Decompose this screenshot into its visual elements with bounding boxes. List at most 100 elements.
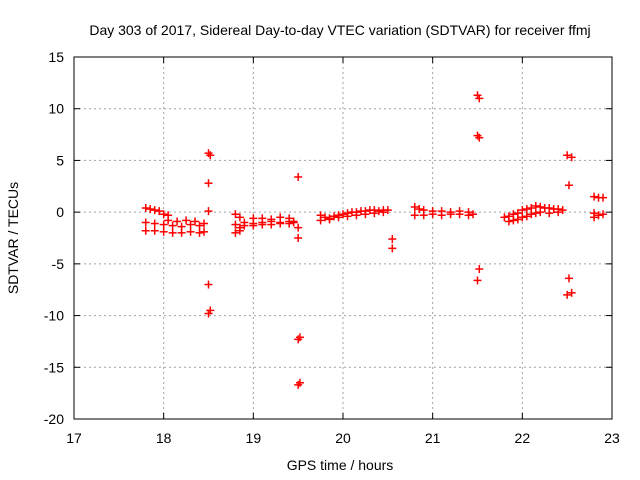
- data-point: [173, 217, 182, 226]
- x-tick-label: 20: [335, 430, 351, 446]
- data-point: [186, 227, 195, 236]
- data-point: [446, 210, 455, 219]
- data-point: [295, 378, 304, 387]
- data-point: [141, 204, 150, 213]
- data-point: [325, 215, 334, 224]
- data-point: [186, 220, 195, 229]
- data-point: [352, 211, 361, 220]
- data-point: [334, 213, 343, 222]
- x-axis-ticks: 17 18 19 20 21 22 23: [66, 57, 620, 446]
- data-point: [249, 214, 258, 223]
- data-point: [204, 179, 213, 188]
- x-tick-label: 18: [156, 430, 172, 446]
- data-point: [590, 213, 599, 222]
- data-points: [141, 91, 608, 389]
- data-point: [159, 227, 168, 236]
- y-tick-label: 0: [56, 204, 64, 220]
- data-point: [343, 212, 352, 221]
- y-tick-label: 5: [56, 152, 64, 168]
- data-point: [231, 228, 240, 237]
- y-tick-label: 10: [48, 101, 64, 117]
- data-point: [370, 209, 379, 218]
- grid-lines: [74, 57, 612, 419]
- data-point: [285, 214, 294, 223]
- data-point: [316, 216, 325, 225]
- data-point: [164, 216, 173, 225]
- data-point: [159, 220, 168, 229]
- data-point: [599, 193, 608, 202]
- data-point: [294, 223, 303, 232]
- data-point: [339, 210, 347, 219]
- data-point: [330, 212, 339, 221]
- data-point: [554, 208, 563, 217]
- data-point: [469, 210, 478, 219]
- data-point: [294, 234, 303, 242]
- data-point: [388, 244, 397, 253]
- data-point: [240, 221, 249, 230]
- data-point: [267, 215, 276, 224]
- y-axis-ticks: -20 -15 -10 -5 0 5 10 15: [44, 49, 612, 427]
- data-point: [258, 214, 267, 223]
- data-point: [500, 213, 509, 222]
- data-point: [177, 228, 186, 237]
- data-point: [200, 219, 209, 228]
- data-point: [415, 205, 424, 214]
- x-tick-label: 21: [425, 430, 441, 446]
- data-point: [379, 208, 388, 217]
- data-point: [518, 206, 527, 215]
- x-tick-label: 17: [66, 430, 82, 446]
- data-point: [374, 207, 383, 216]
- data-point: [475, 265, 484, 274]
- data-point: [504, 217, 513, 226]
- data-point: [295, 333, 304, 342]
- data-point: [455, 210, 464, 219]
- data-point: [206, 151, 215, 160]
- data-point: [383, 206, 392, 215]
- data-point: [509, 216, 518, 225]
- data-point: [522, 212, 531, 221]
- data-point: [545, 209, 554, 218]
- data-point: [235, 213, 244, 222]
- x-tick-label: 23: [604, 430, 620, 446]
- data-point: [419, 211, 428, 220]
- data-point: [599, 210, 608, 219]
- data-point: [567, 153, 576, 162]
- y-tick-label: -20: [44, 411, 64, 427]
- data-point: [536, 208, 545, 217]
- data-point: [206, 306, 215, 315]
- data-point: [141, 218, 150, 227]
- data-point: [249, 221, 258, 230]
- y-tick-label: -10: [44, 308, 64, 324]
- data-point: [428, 210, 437, 219]
- x-tick-label: 19: [246, 430, 262, 446]
- data-point: [231, 220, 240, 229]
- data-point: [388, 235, 397, 244]
- data-point: [150, 219, 159, 228]
- data-point: [231, 210, 240, 219]
- data-point: [182, 216, 191, 225]
- data-point: [235, 226, 244, 235]
- data-point: [473, 276, 482, 285]
- data-point: [204, 207, 213, 216]
- data-point: [168, 228, 177, 237]
- data-point: [564, 274, 573, 283]
- data-point: [527, 210, 536, 219]
- data-point: [195, 221, 204, 230]
- data-point: [168, 221, 177, 230]
- data-point: [294, 172, 303, 181]
- data-point: [146, 205, 155, 214]
- data-point: [321, 213, 330, 222]
- data-point: [410, 211, 419, 220]
- data-point: [563, 290, 572, 299]
- data-point: [159, 210, 168, 219]
- data-point: [594, 211, 603, 220]
- data-point: [191, 217, 200, 226]
- data-point: [204, 280, 213, 289]
- data-point: [464, 211, 473, 220]
- data-point: [558, 206, 567, 215]
- x-tick-label: 22: [515, 430, 531, 446]
- data-point: [150, 226, 159, 235]
- data-point: [200, 227, 209, 236]
- data-point: [531, 201, 540, 210]
